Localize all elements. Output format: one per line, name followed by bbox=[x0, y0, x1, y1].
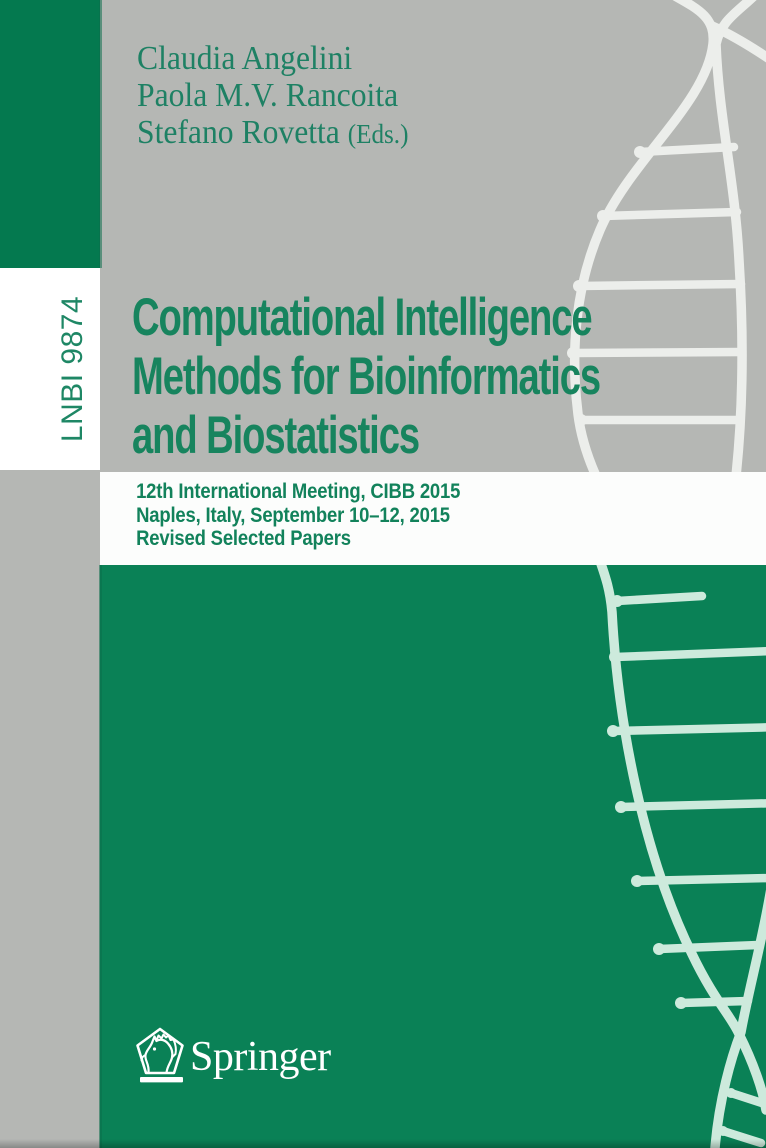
series-spine-label: LNBI 9874 bbox=[56, 295, 89, 443]
springer-wordmark: Springer bbox=[190, 1034, 331, 1080]
panel-seam bbox=[99, 565, 102, 1148]
editor-name: Stefano Rovetta bbox=[137, 114, 340, 151]
series-corner-square bbox=[0, 0, 100, 268]
subtitle-band: 12th International Meeting, CIBB 2015 Na… bbox=[100, 472, 766, 565]
title-line: and Biostatistics bbox=[132, 406, 420, 465]
editors-suffix: (Eds.) bbox=[347, 119, 409, 149]
book-title: Computational Intelligence Methods for B… bbox=[132, 288, 601, 465]
panel-seam bbox=[99, 0, 102, 268]
editor-name: Claudia Angelini bbox=[137, 40, 353, 77]
editor-name-line: Stefano Rovetta (Eds.) bbox=[137, 114, 408, 153]
title-line: Methods for Bioinformatics bbox=[132, 347, 601, 406]
springer-horse-icon bbox=[136, 1027, 184, 1083]
subtitle-line: 12th International Meeting, CIBB 2015 bbox=[136, 480, 461, 503]
left-gray-panel bbox=[0, 470, 100, 1148]
subtitle-block: 12th International Meeting, CIBB 2015 Na… bbox=[100, 472, 686, 551]
bottom-edge-shadow bbox=[0, 1139, 766, 1148]
title-line: Computational Intelligence bbox=[132, 288, 593, 347]
subtitle-line: Naples, Italy, September 10–12, 2015 bbox=[136, 503, 450, 527]
springer-logo: Springer bbox=[132, 1026, 331, 1086]
spine-label-panel: LNBI 9874 bbox=[0, 268, 100, 470]
editor-name: Paola M.V. Rancoita bbox=[137, 77, 399, 114]
editors-block: Claudia Angelini Paola M.V. Rancoita Ste… bbox=[137, 40, 408, 153]
subtitle-line: Revised Selected Papers bbox=[136, 527, 351, 550]
